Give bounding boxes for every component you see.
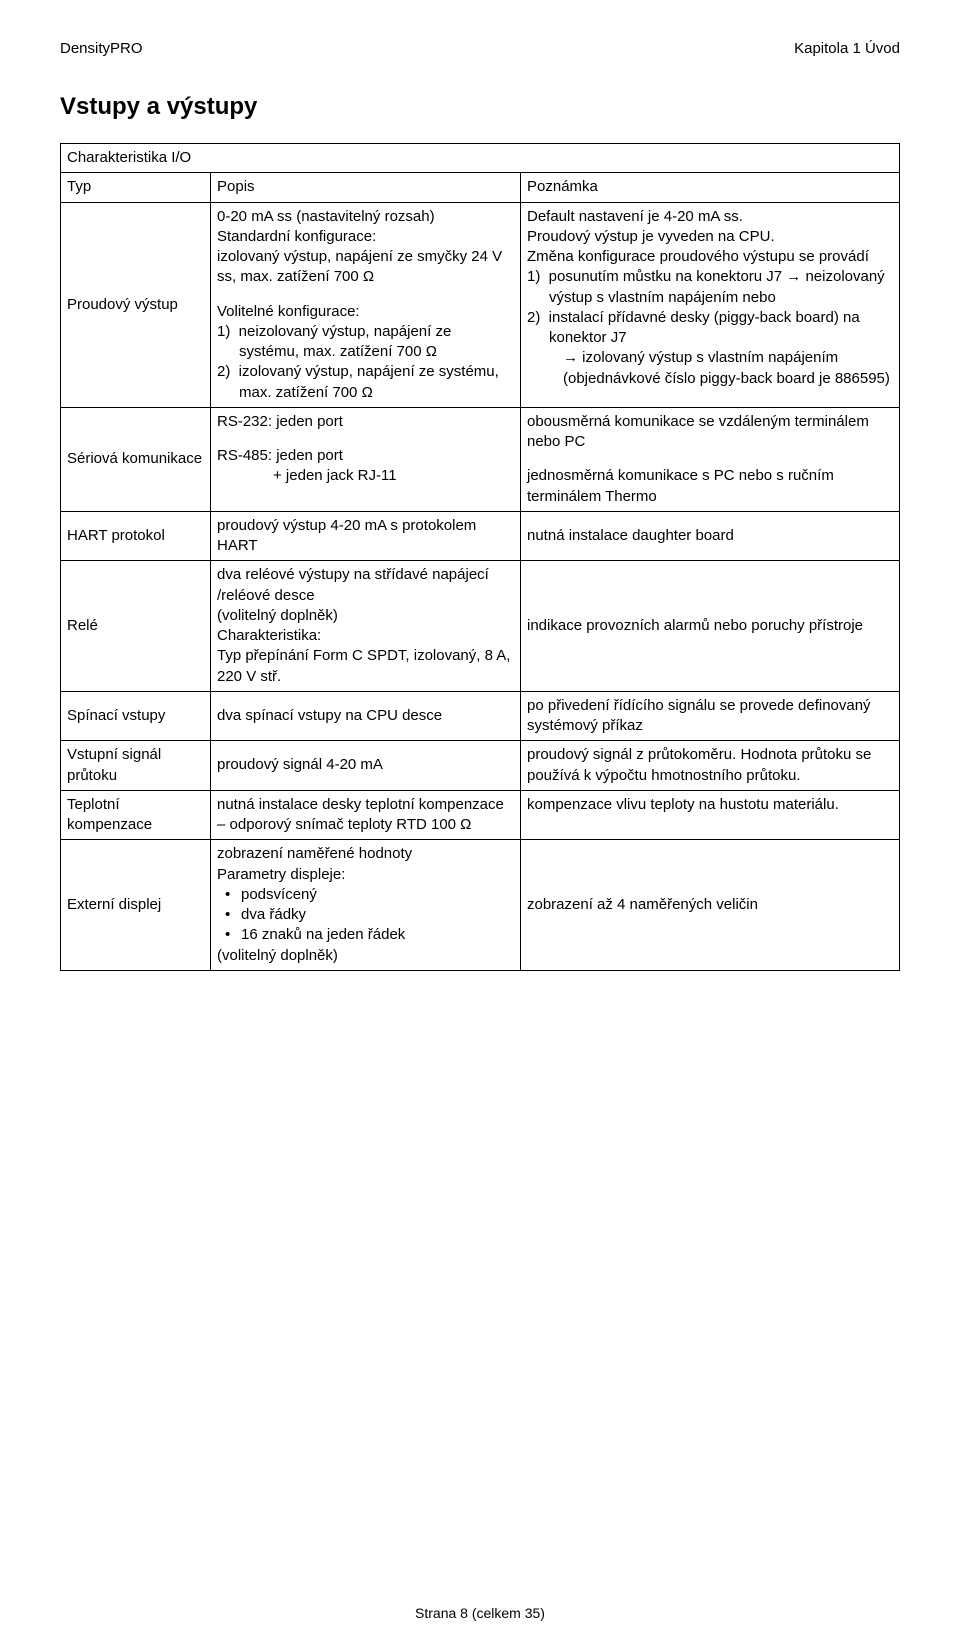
text-line: 2) instalací přídavné desky (piggy-back … xyxy=(527,308,893,349)
spacer xyxy=(217,288,514,302)
row-label: Teplotní kompenzace xyxy=(61,790,211,840)
table-header-row: Typ Popis Poznámka xyxy=(61,173,900,202)
text-line: 2) izolovaný výstup, napájení ze systému… xyxy=(217,362,514,403)
text-line: izolovaný výstup, napájení ze smyčky 24 … xyxy=(217,247,514,288)
row-popis: proudový signál 4-20 mA xyxy=(211,741,521,791)
text-line: (objednávkové číslo piggy-back board je … xyxy=(527,369,893,389)
row-popis: 0-20 mA ss (nastavitelný rozsah) Standar… xyxy=(211,202,521,407)
bullet-line: 16 znaků na jeden řádek xyxy=(217,925,514,945)
text-line: Proudový výstup je vyveden na CPU. xyxy=(527,227,893,247)
row-popis: dva reléové výstupy na střídavé napájecí… xyxy=(211,561,521,692)
bullet-line: podsvícený xyxy=(217,885,514,905)
table-row: Sériová komunikace RS-232: jeden port RS… xyxy=(61,407,900,511)
spacer xyxy=(527,452,893,466)
row-poznamka: indikace provozních alarmů nebo poruchy … xyxy=(521,561,900,692)
text-line: Volitelné konfigurace: xyxy=(217,302,514,322)
row-label: Relé xyxy=(61,561,211,692)
text-line: jednosměrná komunikace s PC nebo s ruční… xyxy=(527,466,893,507)
section-title: Vstupy a výstupy xyxy=(60,93,900,121)
io-table: Charakteristika I/O Typ Popis Poznámka P… xyxy=(60,143,900,971)
table-row: Relé dva reléové výstupy na střídavé nap… xyxy=(61,561,900,692)
text-line: Změna konfigurace proudového výstupu se … xyxy=(527,247,893,267)
bullet-line: dva řádky xyxy=(217,905,514,925)
col-header-poznamka: Poznámka xyxy=(521,173,900,202)
row-label: Proudový výstup xyxy=(61,202,211,407)
text-line: RS-485: jeden port xyxy=(217,446,514,466)
spacer xyxy=(217,432,514,446)
header-right: Kapitola 1 Úvod xyxy=(794,40,900,57)
row-poznamka: zobrazení až 4 naměřených veličin xyxy=(521,840,900,971)
col-header-typ: Typ xyxy=(61,173,211,202)
table-row: HART protokol proudový výstup 4-20 mA s … xyxy=(61,511,900,561)
text-line: Typ přepínání Form C SPDT, izolovaný, 8 … xyxy=(217,646,514,687)
row-poznamka: proudový signál z průtokoměru. Hodnota p… xyxy=(521,741,900,791)
header-left: DensityPRO xyxy=(60,40,143,57)
text-line: Default nastavení je 4-20 mA ss. xyxy=(527,207,893,227)
row-popis: nutná instalace desky teplotní kompenzac… xyxy=(211,790,521,840)
row-popis: zobrazení naměřené hodnoty Parametry dis… xyxy=(211,840,521,971)
row-popis: proudový výstup 4-20 mA s protokolem HAR… xyxy=(211,511,521,561)
table-row: Externí displej zobrazení naměřené hodno… xyxy=(61,840,900,971)
row-label: Sériová komunikace xyxy=(61,407,211,511)
text-line: 1) posunutím můstku na konektoru J7 → ne… xyxy=(527,267,893,308)
text-line: (volitelný doplněk) xyxy=(217,946,514,966)
table-row: Proudový výstup 0-20 mA ss (nastavitelný… xyxy=(61,202,900,407)
row-poznamka: po přivedení řídícího signálu se provede… xyxy=(521,691,900,741)
row-popis: RS-232: jeden port RS-485: jeden port + … xyxy=(211,407,521,511)
row-popis: dva spínací vstupy na CPU desce xyxy=(211,691,521,741)
page-footer: Strana 8 (celkem 35) xyxy=(0,1605,960,1621)
text-line: zobrazení naměřené hodnoty xyxy=(217,844,514,864)
row-poznamka: Default nastavení je 4-20 mA ss. Proudov… xyxy=(521,202,900,407)
text-line: Charakteristika: xyxy=(217,626,514,646)
row-label: HART protokol xyxy=(61,511,211,561)
table-row: Vstupní signál průtoku proudový signál 4… xyxy=(61,741,900,791)
text-line: obousměrná komunikace se vzdáleným termi… xyxy=(527,412,893,453)
text-line: dva reléové výstupy na střídavé napájecí… xyxy=(217,565,514,606)
row-label: Vstupní signál průtoku xyxy=(61,741,211,791)
table-row: Teplotní kompenzace nutná instalace desk… xyxy=(61,790,900,840)
text-line: 0-20 mA ss (nastavitelný rozsah) xyxy=(217,207,514,227)
row-poznamka: nutná instalace daughter board xyxy=(521,511,900,561)
text-line: RS-232: jeden port xyxy=(217,412,514,432)
page: DensityPRO Kapitola 1 Úvod Vstupy a výst… xyxy=(0,0,960,1649)
row-label: Spínací vstupy xyxy=(61,691,211,741)
text-line: (volitelný doplněk) xyxy=(217,606,514,626)
table-caption-row: Charakteristika I/O xyxy=(61,144,900,173)
row-poznamka: kompenzace vlivu teploty na hustotu mate… xyxy=(521,790,900,840)
text-line: + jeden jack RJ-11 xyxy=(217,466,514,486)
text-line: Standardní konfigurace: xyxy=(217,227,514,247)
row-poznamka: obousměrná komunikace se vzdáleným termi… xyxy=(521,407,900,511)
text-line: Parametry displeje: xyxy=(217,865,514,885)
text-line: 1) neizolovaný výstup, napájení ze systé… xyxy=(217,322,514,363)
page-header: DensityPRO Kapitola 1 Úvod xyxy=(60,40,900,57)
col-header-popis: Popis xyxy=(211,173,521,202)
text-line: → izolovaný výstup s vlastním napájením xyxy=(527,348,893,368)
table-caption: Charakteristika I/O xyxy=(61,144,900,173)
table-row: Spínací vstupy dva spínací vstupy na CPU… xyxy=(61,691,900,741)
row-label: Externí displej xyxy=(61,840,211,971)
